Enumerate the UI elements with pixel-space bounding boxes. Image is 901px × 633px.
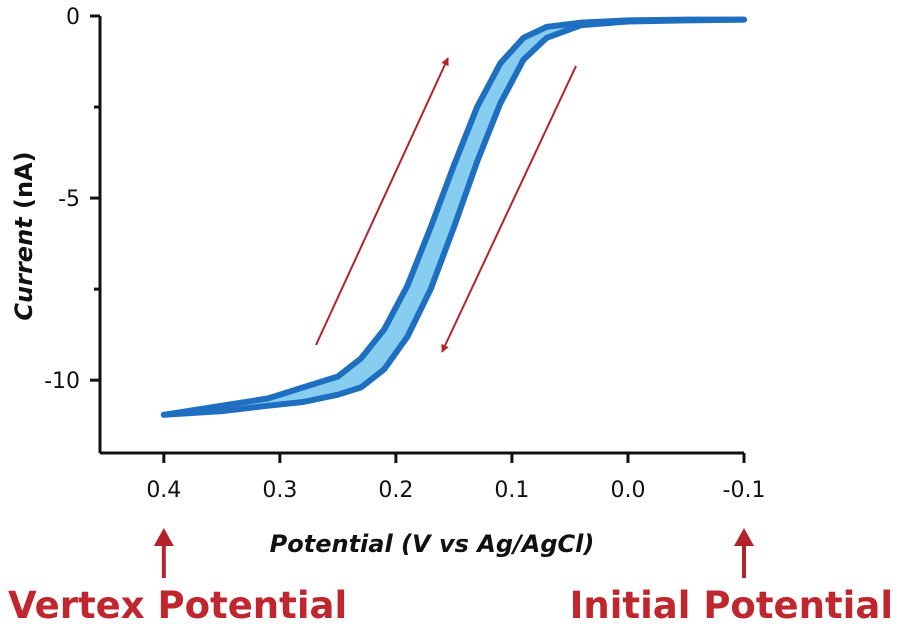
y-tick-label: -5: [58, 187, 80, 212]
x-tick-label: 0.2: [378, 478, 413, 503]
x-tick-label: 0.4: [146, 478, 181, 503]
vertex-potential-label: Vertex Potential: [8, 584, 347, 627]
x-tick-label: -0.1: [723, 478, 766, 503]
scan-direction-arrow-down: [441, 65, 577, 353]
axis-ticks: 0.4 0.3 0.2 0.1 0.0 -0.1 0 -5 -10: [44, 5, 765, 503]
annotations: Vertex Potential Initial Potential: [8, 528, 893, 627]
hysteresis-fill: [163, 19, 745, 415]
callout-arrowhead: [734, 528, 754, 546]
y-tick-label: -10: [44, 369, 80, 394]
x-tick-label: 0.1: [494, 478, 529, 503]
plot-area: [160, 16, 747, 418]
initial-potential-label: Initial Potential: [570, 584, 893, 627]
y-axis-title: Current (nA): [10, 151, 38, 320]
x-axis-title: Potential (V vs Ag/AgCl): [270, 530, 595, 558]
series-line-reverse-scan: [160, 16, 747, 418]
y-tick-label: 0: [66, 5, 80, 30]
callout-arrowhead: [153, 528, 174, 546]
x-tick-label: 0.0: [610, 478, 645, 503]
scan-direction-arrow-up: [315, 57, 449, 346]
x-tick-label: 0.3: [262, 478, 297, 503]
